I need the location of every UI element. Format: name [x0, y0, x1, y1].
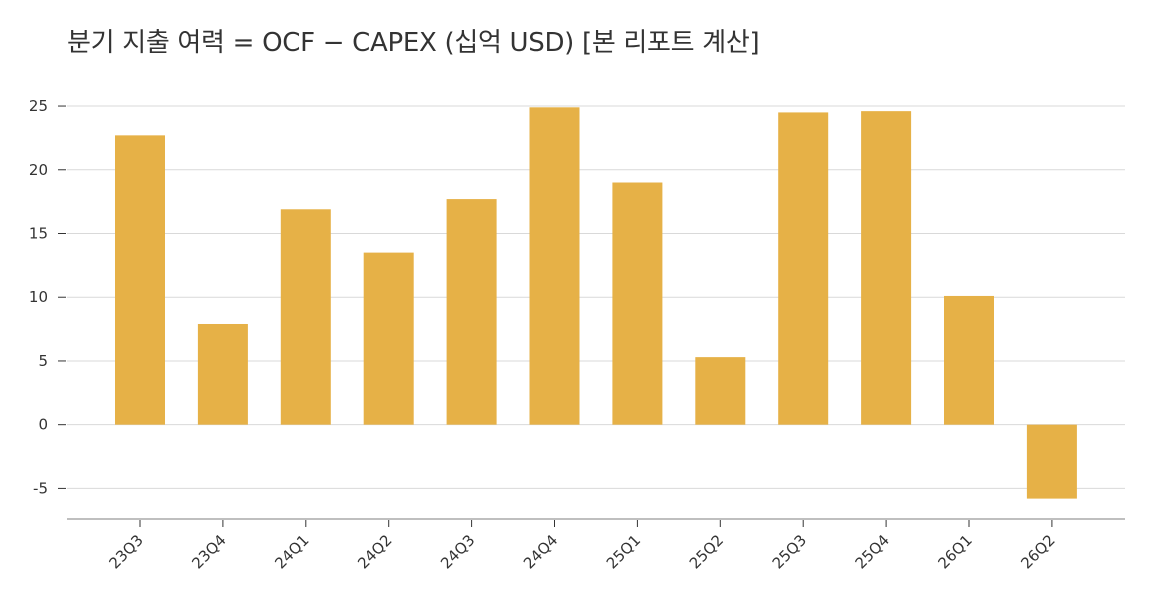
x-tick-label: 24Q2: [354, 531, 395, 572]
x-tick-label: 26Q1: [935, 531, 976, 572]
bar-26Q2: [1026, 424, 1077, 499]
x-tick-label: 24Q3: [437, 531, 478, 572]
chart-title: 분기 지출 여력 = OCF − CAPEX (십억 USD) [본 리포트 계…: [67, 28, 760, 58]
y-tick-label: 15: [29, 224, 48, 242]
y-tick-label: 20: [29, 161, 48, 179]
bar-25Q4: [861, 111, 912, 425]
y-tick-label: 10: [29, 288, 48, 306]
bar-25Q3: [778, 112, 829, 425]
bars: [115, 107, 1077, 499]
axes: [58, 105, 1125, 527]
x-tick-label: 24Q1: [271, 531, 312, 572]
bar-24Q1: [280, 209, 331, 425]
bar-24Q4: [529, 107, 580, 425]
x-tick-label: 25Q2: [686, 531, 727, 572]
x-tick-label: 25Q4: [852, 531, 893, 572]
x-tick-label: 26Q2: [1017, 531, 1058, 572]
x-tick-label: 25Q3: [769, 531, 810, 572]
bar-23Q4: [197, 323, 248, 425]
bar-25Q2: [695, 357, 746, 425]
bar-24Q2: [363, 252, 414, 425]
x-tick-label: 23Q3: [106, 531, 147, 572]
bar-24Q3: [446, 199, 497, 425]
bar-23Q3: [115, 135, 165, 425]
x-tick-label: 25Q1: [603, 531, 644, 572]
y-tick-label: 0: [38, 416, 48, 434]
bar-25Q1: [612, 182, 663, 425]
bar-26Q1: [944, 295, 994, 425]
x-tick-label: 23Q4: [188, 531, 229, 572]
x-tick-label: 24Q4: [520, 531, 561, 572]
y-tick-label: 25: [29, 97, 48, 115]
y-tick-label: -5: [33, 479, 48, 497]
y-tick-label: 5: [38, 352, 48, 370]
